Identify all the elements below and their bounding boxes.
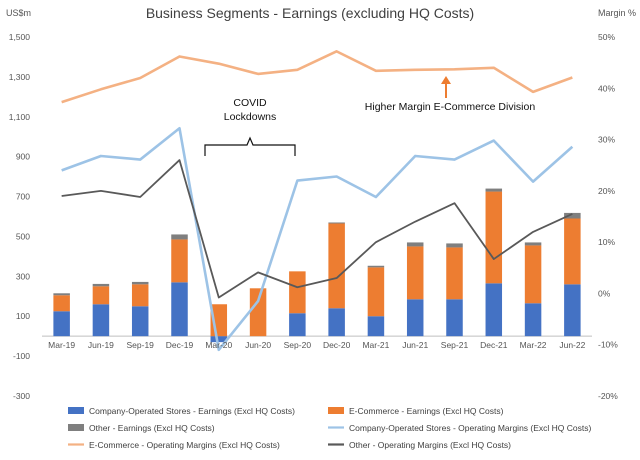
y-right-tick-label: 30% — [598, 135, 615, 145]
bar-seg-2 — [131, 284, 149, 307]
legend-label: Company-Operated Stores - Earnings (Excl… — [89, 406, 295, 416]
y-right-unit: Margin % — [598, 8, 636, 18]
line-series-1 — [61, 126, 574, 352]
x-tick-label: Sep-21 — [441, 340, 469, 350]
y-left-tick-label: 300 — [16, 271, 30, 281]
y-left-tick-label: 100 — [16, 311, 30, 321]
legend-swatch — [68, 407, 84, 414]
bar-seg-1 — [171, 282, 188, 337]
y-right-ticks: 50% 40% 30% 20% 10% 0% -10% -20% — [598, 32, 618, 401]
bar-seg-2 — [564, 218, 581, 285]
legend: Company-Operated Stores - Earnings (Excl… — [68, 406, 592, 450]
bar-seg-2 — [328, 223, 345, 309]
x-tick-label: Sep-19 — [127, 340, 155, 350]
bar-seg-3 — [328, 222, 345, 224]
y-right-tick-label: 40% — [598, 83, 615, 93]
line-series-3 — [61, 159, 573, 299]
lines-group — [61, 50, 574, 352]
y-right-tick-label: -10% — [598, 340, 618, 350]
x-tick-label: Jun-21 — [402, 340, 428, 350]
x-tick-label: Mar-21 — [362, 340, 389, 350]
y-left-tick-label: 500 — [16, 231, 30, 241]
covid-label-line1: COVID — [233, 97, 267, 109]
legend-swatch — [328, 407, 344, 414]
x-tick-label: Dec-21 — [480, 340, 508, 350]
ecommerce-note: Higher Margin E-Commerce Division — [365, 101, 536, 113]
bar-seg-3 — [406, 242, 424, 247]
bar-seg-3 — [485, 188, 503, 192]
y-left-tick-label: 1,500 — [9, 32, 31, 42]
bar-seg-1 — [53, 311, 70, 337]
x-tick-label: Jun-19 — [88, 340, 114, 350]
x-tick-label: Dec-20 — [323, 340, 351, 350]
bar-seg-3 — [131, 281, 149, 285]
bar-seg-2 — [53, 295, 70, 312]
y-left-ticks: 1,500 1,300 1,100 900 700 500 300 100 -100 -300 — [9, 32, 31, 401]
x-ticks: Mar-19 Jun-19 Sep-19 Dec-19 Mar-20 Jun-20 Sep-… — [48, 340, 585, 350]
bar-seg-2 — [171, 239, 188, 283]
bar-seg-1 — [524, 303, 542, 337]
bar-seg-3 — [446, 243, 463, 248]
bar-seg-3 — [171, 234, 188, 240]
ecommerce-annotation: Higher Margin E-Commerce Division — [365, 76, 536, 113]
y-right-tick-label: 50% — [598, 32, 615, 42]
legend-label: Other - Earnings (Excl HQ Costs) — [89, 423, 215, 433]
bar-seg-1 — [210, 336, 228, 343]
bar-seg-1 — [92, 304, 110, 337]
bar-seg-3 — [92, 283, 110, 287]
bar-seg-2 — [406, 246, 424, 300]
x-tick-label: Dec-19 — [166, 340, 194, 350]
bar-seg-1 — [131, 306, 149, 337]
y-right-tick-label: -20% — [598, 391, 618, 401]
legend-label: E-Commerce - Operating Margins (Excl HQ … — [89, 440, 280, 450]
bar-seg-1 — [406, 299, 424, 337]
legend-swatch — [68, 424, 84, 431]
x-tick-label: Sep-20 — [284, 340, 312, 350]
x-tick-label: Jun-22 — [559, 340, 585, 350]
annotation-arrow-head — [441, 76, 451, 84]
bar-seg-3 — [564, 212, 581, 219]
y-left-unit: US$m — [6, 8, 31, 18]
line-series-2 — [61, 50, 573, 104]
bar-seg-2 — [446, 247, 463, 300]
bar-seg-1 — [328, 308, 345, 337]
legend-label: Other - Operating Margins (Excl HQ Costs… — [349, 440, 511, 450]
y-right-tick-label: 0% — [598, 288, 611, 298]
bar-seg-2 — [289, 271, 306, 314]
chart-title: Business Segments - Earnings (excluding … — [146, 5, 474, 21]
bar-seg-2 — [92, 286, 110, 305]
legend-label: Company-Operated Stores - Operating Marg… — [349, 423, 592, 433]
y-left-tick-label: 900 — [16, 152, 30, 162]
x-tick-label: Jun-20 — [245, 340, 271, 350]
y-left-tick-label: -300 — [13, 391, 30, 401]
bar-seg-3 — [367, 265, 385, 268]
covid-label-line2: Lockdowns — [224, 111, 277, 123]
bar-seg-1 — [367, 316, 385, 337]
y-left-tick-label: 1,100 — [9, 112, 31, 122]
x-tick-label: Mar-19 — [48, 340, 75, 350]
bar-seg-3 — [524, 242, 542, 246]
covid-bracket — [204, 136, 296, 156]
covid-annotation: COVID Lockdowns — [204, 97, 296, 156]
bar-seg-1 — [564, 284, 581, 337]
x-tick-label: Mar-22 — [520, 340, 547, 350]
y-right-tick-label: 10% — [598, 237, 615, 247]
y-left-tick-label: -100 — [13, 351, 30, 361]
bar-seg-2 — [485, 191, 503, 284]
bar-seg-1 — [446, 299, 463, 337]
y-left-tick-label: 700 — [16, 192, 30, 202]
bar-seg-1 — [289, 313, 306, 337]
bar-seg-2 — [524, 245, 542, 304]
bars-group — [53, 188, 581, 343]
y-left-tick-label: 1,300 — [9, 72, 31, 82]
bar-seg-2 — [249, 288, 267, 337]
bar-seg-3 — [53, 293, 70, 296]
bar-seg-1 — [485, 283, 503, 337]
x-tick-label: Mar-20 — [205, 340, 232, 350]
y-right-tick-label: 20% — [598, 186, 615, 196]
legend-label: E-Commerce - Earnings (Excl HQ Costs) — [349, 406, 504, 416]
bar-seg-2 — [367, 267, 385, 317]
